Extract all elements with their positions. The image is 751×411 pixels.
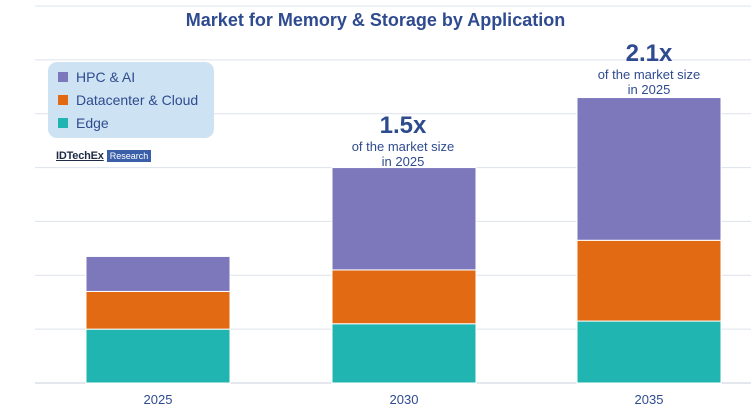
legend: HPC & AI Datacenter & Cloud Edge [48, 62, 214, 138]
legend-item-datacenter-cloud: Datacenter & Cloud [58, 91, 198, 109]
brand-logo: IDTechEx Research [56, 150, 152, 162]
annotation-2030-line2: in 2025 [381, 154, 425, 169]
bar-2030-datacenter-cloud [331, 269, 477, 325]
bar-2025-datacenter-cloud [85, 290, 231, 330]
x-tick-label-2025: 2025 [144, 392, 173, 407]
bar-2030-edge [331, 323, 477, 384]
bar-2035-edge [576, 320, 722, 384]
x-tick-label-2035: 2035 [635, 392, 664, 407]
chart-title: Market for Memory & Storage by Applicati… [185, 10, 566, 30]
bar-2025-hpc-ai [85, 255, 231, 292]
legend-swatch-datacenter-cloud [58, 95, 68, 105]
bar-2035-hpc-ai [576, 97, 722, 241]
annotation-2035: 2.1x of the market size in 2025 [576, 40, 722, 98]
legend-item-edge: Edge [58, 114, 109, 132]
bar-2025-edge [85, 328, 231, 384]
brand-tag: Research [106, 150, 152, 162]
x-tick-label-2030: 2030 [390, 392, 419, 407]
legend-swatch-hpc-ai [58, 72, 68, 82]
legend-label-hpc-ai: HPC & AI [76, 69, 136, 85]
annotation-2030: 1.5x of the market size in 2025 [330, 112, 476, 170]
bar-2035-datacenter-cloud [576, 239, 722, 322]
legend-item-hpc-ai: HPC & AI [58, 68, 135, 86]
annotation-2035-line2: in 2025 [627, 82, 671, 97]
annotation-2030-headline: 1.5x [379, 112, 427, 139]
legend-swatch-edge [58, 118, 68, 128]
legend-label-datacenter-cloud: Datacenter & Cloud [76, 92, 199, 108]
legend-label-edge: Edge [76, 115, 109, 131]
annotation-2030-line1: of the market size [351, 139, 455, 154]
annotation-2035-headline: 2.1x [625, 40, 673, 67]
bar-2030-hpc-ai [331, 167, 477, 271]
annotation-2035-line1: of the market size [597, 67, 701, 82]
brand-name: IDTechEx [56, 150, 104, 162]
